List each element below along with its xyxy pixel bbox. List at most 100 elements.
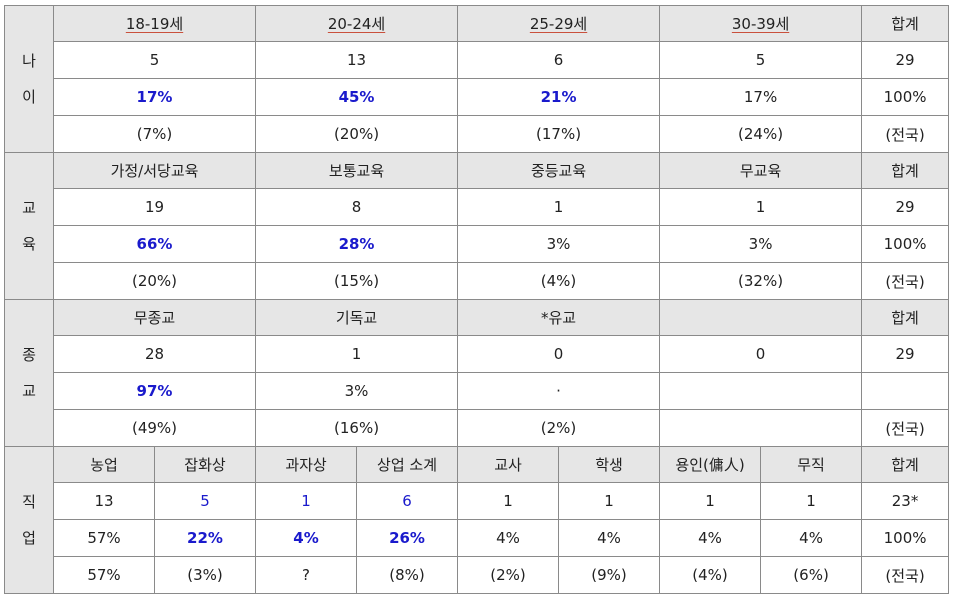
- table-cell: 45%: [255, 78, 459, 116]
- age-header-30-39: 30-39세: [659, 5, 863, 42]
- age-header-total: 합계: [861, 5, 950, 42]
- table-cell: 1: [255, 482, 358, 520]
- table-cell: (20%): [255, 115, 459, 153]
- religion-national-row: (49%) (16%) (2%) (전국): [5, 409, 950, 447]
- occupation-header-farming: 농업: [53, 446, 155, 483]
- table-cell: (전국): [861, 409, 950, 447]
- table-cell: 5: [153, 482, 257, 520]
- occupation-header-general-store: 잡화상: [153, 446, 257, 483]
- religion-header-empty: [659, 299, 863, 336]
- table-cell: 28%: [255, 225, 459, 263]
- table-cell: 4%: [255, 519, 358, 557]
- education-section-label: 교 육: [4, 152, 54, 300]
- education-header-home: 가정/서당교육: [52, 152, 257, 189]
- table-cell: 17%: [659, 78, 863, 116]
- table-cell: 4%: [457, 519, 560, 557]
- table-cell: (6%): [760, 556, 863, 594]
- table-cell: 3%: [659, 225, 863, 263]
- table-cell: 97%: [52, 372, 257, 410]
- table-cell: [659, 409, 863, 447]
- table-cell: 0: [659, 335, 863, 373]
- table-cell: (4%): [659, 556, 762, 594]
- table-cell: (2%): [457, 556, 560, 594]
- table-cell: 29: [861, 41, 950, 79]
- table-cell: 66%: [52, 225, 257, 263]
- education-count-row: 19 8 1 1 29: [5, 188, 950, 226]
- occupation-count-row: 13 5 1 6 1 1 1 1 23*: [5, 482, 950, 520]
- occupation-percent-row: 57% 22% 4% 26% 4% 4% 4% 4% 100%: [5, 519, 950, 557]
- occupation-header-servant: 용인(傭人): [659, 446, 762, 483]
- table-cell: 1: [659, 482, 762, 520]
- table-cell: (16%): [255, 409, 459, 447]
- table-cell: (15%): [255, 262, 459, 300]
- table-cell: 3%: [457, 225, 661, 263]
- table-cell: 3%: [255, 372, 459, 410]
- table-cell: (9%): [558, 556, 661, 594]
- table-cell: 29: [861, 188, 950, 226]
- education-header-secondary: 중등교육: [457, 152, 661, 189]
- table-cell: [659, 372, 863, 410]
- education-header-total: 합계: [861, 152, 950, 189]
- table-cell: 5: [52, 41, 257, 79]
- table-cell: (32%): [659, 262, 863, 300]
- table-cell: (전국): [861, 115, 950, 153]
- table-cell: [861, 372, 950, 410]
- table-cell: 17%: [52, 78, 257, 116]
- table-cell: 100%: [861, 519, 950, 557]
- table-cell: (49%): [52, 409, 257, 447]
- occupation-header-row: 직 업 농업 잡화상 과자상 상업 소계 교사 학생 용인(傭人) 무직 합계: [4, 446, 950, 594]
- table-cell: 13: [53, 482, 155, 520]
- table-cell: 8: [255, 188, 459, 226]
- occupation-national-row: 57% (3%) ? (8%) (2%) (9%) (4%) (6%) (전국): [5, 556, 950, 594]
- age-header-20-24: 20-24세: [255, 5, 459, 42]
- table-cell: 57%: [53, 519, 155, 557]
- occupation-section-label: 직 업: [4, 446, 54, 594]
- table-cell: 19: [52, 188, 257, 226]
- table-cell: 4%: [558, 519, 661, 557]
- education-national-row: (20%) (15%) (4%) (32%) (전국): [5, 262, 950, 300]
- religion-percent-row: 97% 3% ·: [5, 372, 950, 410]
- religion-header-confucian: *유교: [457, 299, 661, 336]
- table-cell: (전국): [861, 556, 950, 594]
- table-cell: (7%): [52, 115, 257, 153]
- table-cell: 5: [659, 41, 863, 79]
- table-cell: 100%: [861, 225, 950, 263]
- table-cell: (3%): [153, 556, 257, 594]
- table-cell: 23*: [861, 482, 950, 520]
- table-cell: (8%): [356, 556, 459, 594]
- age-header-row: 나 이 18-19세 20-24세 25-29세 30-39세 합계: [4, 5, 950, 153]
- table-cell: 1: [558, 482, 661, 520]
- table-cell: 26%: [356, 519, 459, 557]
- table-cell: 4%: [659, 519, 762, 557]
- table-cell: (4%): [457, 262, 661, 300]
- table-cell: 0: [457, 335, 661, 373]
- table-cell: (17%): [457, 115, 661, 153]
- age-national-row: (7%) (20%) (17%) (24%) (전국): [5, 115, 950, 153]
- table-cell: 6: [356, 482, 459, 520]
- table-cell: 1: [760, 482, 863, 520]
- occupation-header-student: 학생: [558, 446, 661, 483]
- table-cell: ·: [457, 372, 661, 410]
- table-cell: 6: [457, 41, 661, 79]
- statistics-table: 나 이 18-19세 20-24세 25-29세 30-39세 합계 5 13 …: [4, 5, 950, 594]
- religion-header-total: 합계: [861, 299, 950, 336]
- education-header-row: 교 육 가정/서당교육 보통교육 중등교육 무교육 합계: [4, 152, 950, 300]
- occupation-header-teacher: 교사: [457, 446, 560, 483]
- education-percent-row: 66% 28% 3% 3% 100%: [5, 225, 950, 263]
- table-cell: 1: [255, 335, 459, 373]
- religion-count-row: 28 1 0 0 29: [5, 335, 950, 373]
- table-cell: (2%): [457, 409, 661, 447]
- table-cell: 1: [457, 188, 661, 226]
- table-cell: 22%: [153, 519, 257, 557]
- table-cell: (24%): [659, 115, 863, 153]
- age-section-label: 나 이: [4, 5, 54, 153]
- table-cell: 1: [659, 188, 863, 226]
- table-cell: 1: [457, 482, 560, 520]
- table-cell: 100%: [861, 78, 950, 116]
- table-cell: 57%: [53, 556, 155, 594]
- religion-header-none: 무종교: [52, 299, 257, 336]
- table-cell: 28: [52, 335, 257, 373]
- table-cell: 29: [861, 335, 950, 373]
- age-header-18-19: 18-19세: [52, 5, 257, 42]
- occupation-header-unemployed: 무직: [760, 446, 863, 483]
